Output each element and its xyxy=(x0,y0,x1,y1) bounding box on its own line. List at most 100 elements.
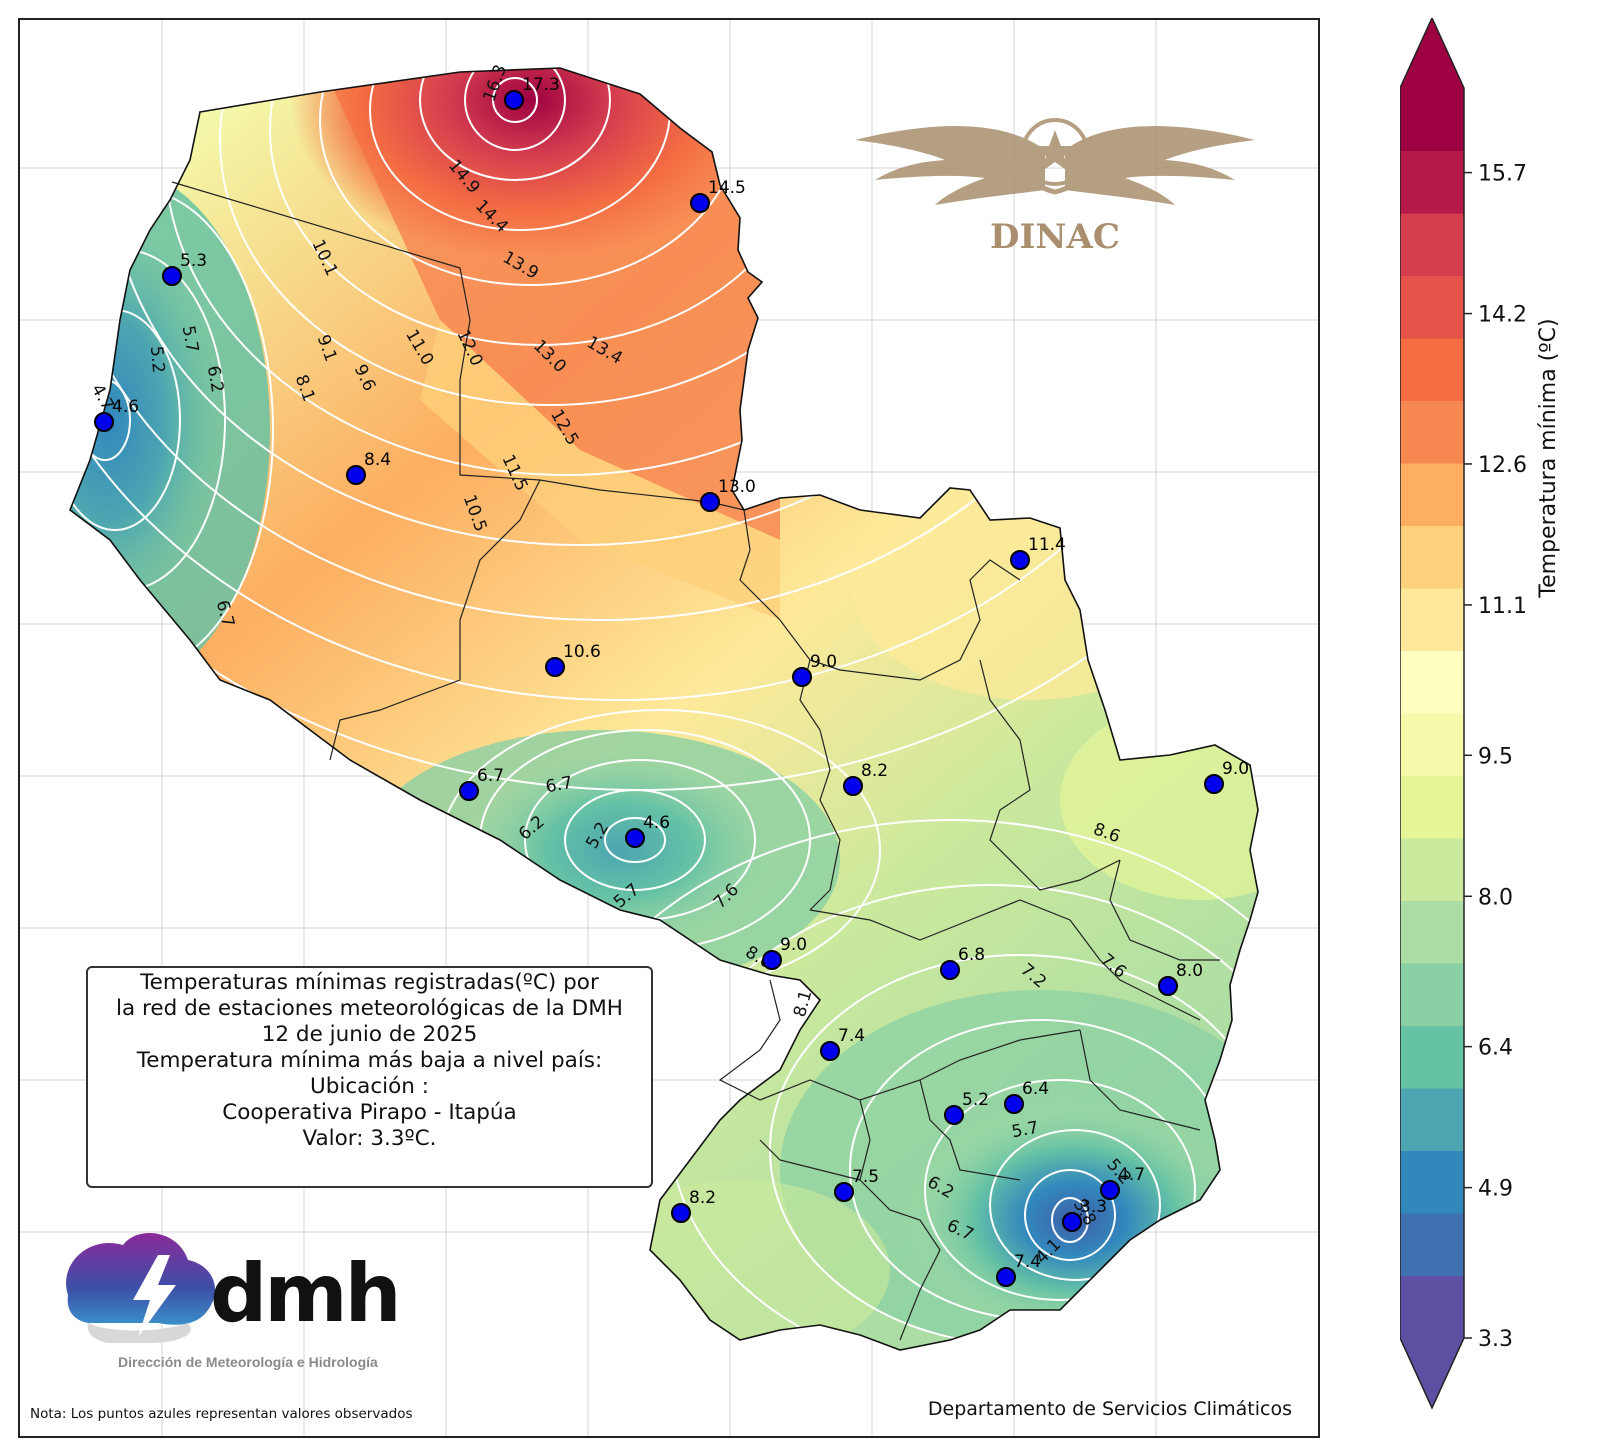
station-marker xyxy=(1010,550,1030,570)
station-marker xyxy=(625,828,645,848)
info-line-6: Cooperativa Pirapo - Itapúa xyxy=(222,1100,517,1125)
station-marker xyxy=(1158,976,1178,996)
station-marker xyxy=(792,667,812,687)
station-marker xyxy=(671,1203,691,1223)
map-note: Nota: Los puntos azules representan valo… xyxy=(30,1406,413,1422)
map-frame: 16.3 14.9 14.4 13.9 13.4 13.0 12.5 12.0 11.5 11.0… xyxy=(18,18,1320,1438)
station-marker xyxy=(762,950,782,970)
dinac-text: DINAC xyxy=(990,217,1120,257)
colorbar-band xyxy=(1400,1275,1464,1339)
station-value-label: 9.0 xyxy=(810,652,837,672)
station-value-label: 7.4 xyxy=(1014,1252,1041,1272)
station-marker xyxy=(996,1267,1016,1287)
colorbar-band xyxy=(1400,88,1464,151)
station-value-label: 9.0 xyxy=(1222,759,1249,779)
colorbar-tick-label: 9.5 xyxy=(1478,744,1513,769)
station-marker xyxy=(690,193,710,213)
colorbar-title: Temperatura mínima (ºC) xyxy=(1536,318,1561,598)
station-value-label: 9.0 xyxy=(780,935,807,955)
station-value-label: 5.3 xyxy=(180,251,207,271)
dinac-logo: DINAC xyxy=(855,118,1255,257)
colorbar-bands xyxy=(1400,18,1465,1410)
temperature-map: 16.314.914.413.913.413.012.512.011.511.0… xyxy=(20,20,1318,1436)
station-marker xyxy=(843,776,863,796)
station-marker xyxy=(1204,774,1224,794)
colorbar-tick-label: 11.1 xyxy=(1478,594,1527,619)
contour-label: 5.2 xyxy=(146,345,168,374)
colorbar-extend-min xyxy=(1400,1338,1464,1408)
dmh-subtitle: Dirección de Meteorología e Hidrología xyxy=(118,1354,378,1370)
colorbar-tick-label: 4.9 xyxy=(1478,1177,1513,1202)
colorbar-band xyxy=(1400,525,1464,589)
colorbar-band xyxy=(1400,900,1464,964)
colorbar-band xyxy=(1400,1150,1464,1214)
station-value-label: 5.2 xyxy=(962,1090,989,1110)
station-value-label: 4.6 xyxy=(112,397,139,417)
info-line-3: 12 de junio de 2025 xyxy=(261,1022,478,1047)
station-value-label: 4.6 xyxy=(643,813,670,833)
colorbar-tick-label: 15.7 xyxy=(1478,162,1527,187)
colorbar-tick-label: 6.4 xyxy=(1478,1036,1513,1061)
station-value-label: 8.0 xyxy=(1176,961,1203,981)
colorbar-band xyxy=(1400,275,1464,339)
station-marker xyxy=(944,1105,964,1125)
colorbar-tick-label: 14.2 xyxy=(1478,303,1527,328)
station-marker xyxy=(346,465,366,485)
station-marker xyxy=(834,1182,854,1202)
contour-label: 5.7 xyxy=(1010,1118,1040,1142)
colorbar-band xyxy=(1400,963,1464,1026)
station-marker xyxy=(820,1041,840,1061)
station-marker xyxy=(162,266,182,286)
station-value-label: 8.2 xyxy=(689,1188,716,1208)
colorbar-band xyxy=(1400,213,1464,276)
info-line-1: Temperaturas mínimas registradas(ºC) por xyxy=(140,970,599,995)
station-value-label: 8.2 xyxy=(861,761,888,781)
colorbar: 15.7 14.2 12.6 11.1 9.5 8.0 6.4 4.9 3.3 Temperat… xyxy=(1400,18,1561,1410)
station-value-label: 7.5 xyxy=(852,1167,879,1187)
station-value-label: 17.3 xyxy=(522,75,560,95)
stations: 17.3 14.5 5.3 4.6 8.4 13.0 11.4 10.6 9.0 8.2 9.0 6.… xyxy=(94,75,1249,1287)
colorbar-band xyxy=(1400,650,1464,714)
station-value-label: 13.0 xyxy=(718,477,756,497)
station-marker xyxy=(545,657,565,677)
station-value-label: 6.8 xyxy=(958,945,985,965)
station-marker xyxy=(459,781,479,801)
department-borders xyxy=(171,181,1220,1341)
colorbar-band xyxy=(1400,400,1464,464)
colorbar-band xyxy=(1400,463,1464,526)
colorbar-band xyxy=(1400,588,1464,651)
colorbar-band xyxy=(1400,713,1464,776)
station-value-label: 14.5 xyxy=(708,178,746,198)
info-box: Temperaturas mínimas registradas(ºC) por… xyxy=(86,966,653,1188)
station-value-label: 8.4 xyxy=(364,450,391,470)
station-value-label: 10.6 xyxy=(563,642,601,662)
info-line-5: Ubicación : xyxy=(309,1074,429,1099)
contour-label: 6.2 xyxy=(203,364,227,394)
info-line-2: la red de estaciones meteorológicas de l… xyxy=(116,996,623,1021)
station-marker xyxy=(1004,1094,1024,1114)
station-value-label: 6.7 xyxy=(477,766,504,786)
colorbar-outline xyxy=(1400,18,1465,1410)
colorbar-tick-label: 3.3 xyxy=(1478,1327,1513,1352)
colorbar-band xyxy=(1400,1213,1464,1276)
colorbar-band xyxy=(1400,838,1464,901)
info-line-7: Valor: 3.3ºC. xyxy=(302,1126,437,1151)
station-marker xyxy=(700,492,720,512)
station-marker xyxy=(504,90,524,110)
dmh-logo-icon xyxy=(66,1233,216,1343)
colorbar-ticks: 15.7 14.2 12.6 11.1 9.5 8.0 6.4 4.9 3.3 xyxy=(1464,162,1527,1352)
colorbar-band xyxy=(1400,150,1464,214)
colorbar-band xyxy=(1400,338,1464,401)
station-marker xyxy=(94,412,114,432)
station-marker xyxy=(1062,1212,1082,1232)
colorbar-tick-label: 8.0 xyxy=(1478,885,1513,910)
station-value-label: 6.4 xyxy=(1022,1079,1049,1099)
colorbar-band xyxy=(1400,1025,1464,1089)
colorbar-tick-label: 12.6 xyxy=(1478,453,1527,478)
department-credit: Departamento de Servicios Climáticos xyxy=(927,1398,1292,1420)
info-line-4: Temperatura mínima más baja a nivel país… xyxy=(136,1048,603,1073)
colorbar-band xyxy=(1400,1088,1464,1151)
station-marker xyxy=(940,960,960,980)
contour-label: 6.7 xyxy=(544,773,574,797)
country-outline xyxy=(69,67,1259,1351)
